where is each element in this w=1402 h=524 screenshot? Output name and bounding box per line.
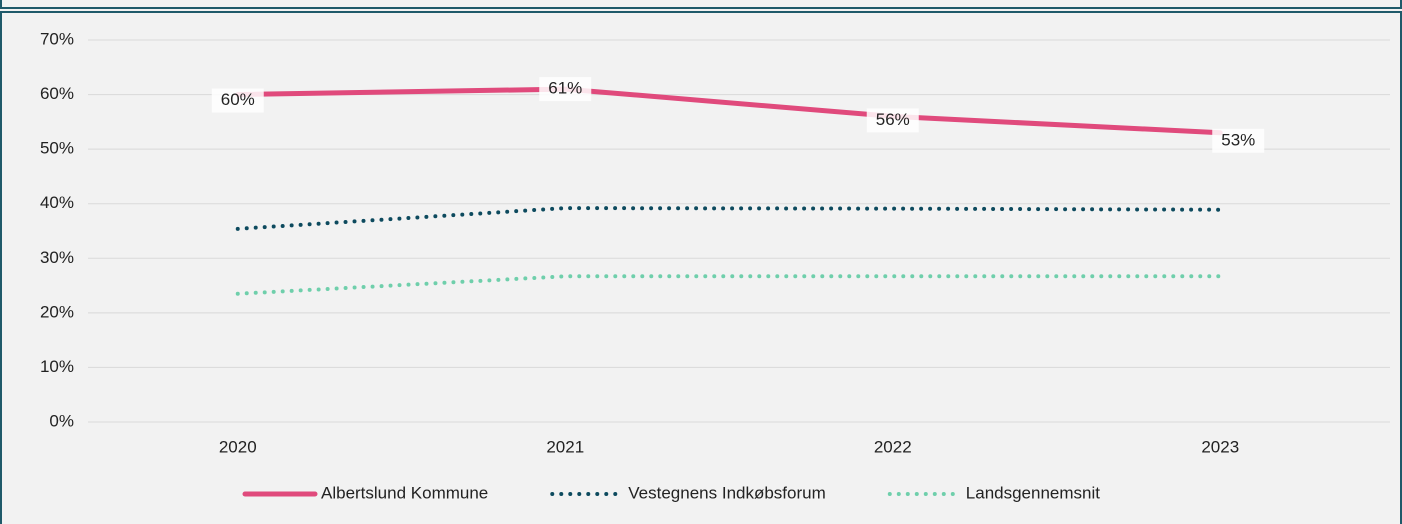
legend-label: Landsgennemsnit (966, 483, 1100, 502)
y-tick-label: 20% (40, 302, 74, 321)
x-tick-label: 2022 (874, 437, 912, 456)
y-tick-label: 0% (49, 411, 74, 430)
data-label: 53% (1221, 130, 1255, 149)
x-tick-label: 2021 (546, 437, 584, 456)
y-tick-label: 50% (40, 139, 74, 158)
top-frame (0, 0, 1402, 9)
x-tick-label: 2020 (219, 437, 257, 456)
data-label-bg (866, 108, 919, 133)
y-tick-label: 40% (40, 193, 74, 212)
legend-label: Vestegnens Indkøbsforum (628, 483, 826, 502)
data-label: 56% (876, 110, 910, 129)
data-label-bg (211, 88, 264, 113)
y-tick-label: 30% (40, 248, 74, 267)
data-label: 60% (221, 90, 255, 109)
series-line (235, 206, 1223, 231)
data-label-bg (1212, 128, 1265, 153)
y-tick-label: 10% (40, 357, 74, 376)
series-line (235, 274, 1223, 296)
legend-label: Albertslund Kommune (321, 483, 488, 502)
x-tick-label: 2023 (1201, 437, 1239, 456)
series-line (235, 86, 1223, 136)
y-tick-label: 60% (40, 84, 74, 103)
y-tick-label: 70% (40, 29, 74, 48)
data-label-bg (539, 77, 592, 102)
data-label: 61% (548, 79, 582, 98)
frame (0, 11, 1402, 524)
